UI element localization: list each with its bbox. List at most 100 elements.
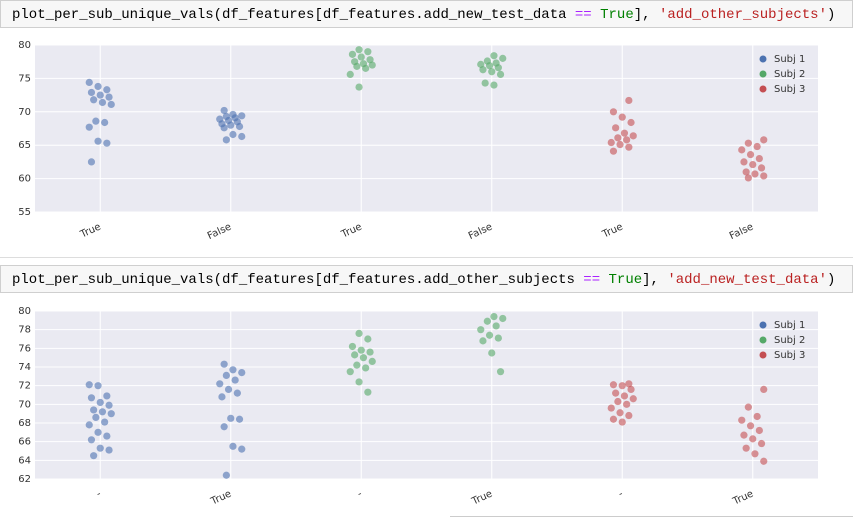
data-point bbox=[96, 444, 104, 452]
x-tick-label: - bbox=[617, 488, 625, 500]
data-point bbox=[492, 322, 500, 330]
code-token: plot_per_sub_unique_vals(df_features[df_… bbox=[12, 7, 575, 23]
data-point bbox=[85, 78, 93, 87]
data-point bbox=[238, 112, 246, 120]
data-point bbox=[490, 81, 498, 89]
y-tick-label: 62 bbox=[18, 474, 31, 485]
data-point bbox=[87, 394, 96, 402]
code-token: 'add_other_subjects' bbox=[659, 7, 827, 23]
data-point bbox=[620, 392, 629, 400]
data-point bbox=[357, 346, 365, 354]
data-point bbox=[629, 132, 637, 140]
plot-area bbox=[35, 311, 818, 479]
legend-marker bbox=[759, 85, 767, 93]
code-cell[interactable] bbox=[0, 265, 853, 293]
x-tick-label: True bbox=[339, 221, 364, 240]
data-point bbox=[107, 100, 115, 109]
data-point bbox=[87, 436, 96, 444]
data-point bbox=[353, 62, 361, 70]
data-point bbox=[753, 142, 761, 151]
data-point bbox=[220, 423, 228, 431]
data-point bbox=[103, 392, 111, 400]
data-point bbox=[101, 418, 109, 426]
data-point bbox=[229, 366, 237, 374]
legend-label: Subj 3 bbox=[774, 84, 805, 95]
data-point bbox=[364, 335, 372, 343]
data-point bbox=[760, 172, 768, 180]
data-point bbox=[87, 158, 96, 166]
data-point bbox=[755, 426, 763, 435]
data-point bbox=[92, 413, 100, 421]
data-point bbox=[740, 158, 748, 166]
x-tick-label: - bbox=[95, 488, 103, 500]
data-point bbox=[494, 64, 502, 72]
data-point bbox=[746, 422, 755, 430]
data-point bbox=[85, 381, 93, 389]
data-point bbox=[238, 369, 246, 377]
code-token: True bbox=[592, 7, 634, 23]
code-token: == bbox=[583, 272, 600, 288]
data-point bbox=[220, 360, 228, 368]
data-point bbox=[479, 66, 487, 74]
x-tick-label: - bbox=[356, 488, 364, 500]
y-tick-label: 72 bbox=[18, 381, 31, 392]
data-point bbox=[85, 123, 93, 131]
y-tick-label: 64 bbox=[18, 455, 31, 466]
legend-marker bbox=[759, 321, 767, 329]
code-cell[interactable] bbox=[0, 0, 853, 28]
data-point bbox=[749, 435, 757, 443]
data-point bbox=[488, 349, 496, 357]
data-point bbox=[353, 361, 361, 369]
data-point bbox=[359, 354, 368, 362]
data-point bbox=[625, 96, 633, 105]
data-point bbox=[749, 160, 757, 169]
data-point bbox=[103, 139, 111, 147]
y-tick-label: 55 bbox=[18, 207, 31, 218]
data-point bbox=[107, 410, 115, 418]
data-point bbox=[744, 403, 752, 411]
data-point bbox=[620, 129, 629, 137]
code-token: ], bbox=[634, 7, 659, 23]
code-token: ) bbox=[827, 272, 835, 288]
data-point bbox=[609, 381, 618, 389]
data-point bbox=[231, 376, 239, 384]
data-point bbox=[346, 70, 354, 78]
x-tick-label: False bbox=[467, 221, 494, 242]
data-point bbox=[618, 418, 626, 426]
y-tick-label: 65 bbox=[18, 140, 31, 151]
data-point bbox=[105, 446, 113, 454]
y-tick-label: 70 bbox=[18, 399, 31, 410]
legend-label: Subj 2 bbox=[774, 69, 805, 80]
data-point bbox=[742, 444, 750, 452]
y-tick-label: 68 bbox=[18, 418, 31, 429]
data-point bbox=[483, 317, 491, 325]
data-point bbox=[94, 428, 102, 436]
data-point bbox=[614, 397, 622, 406]
data-point bbox=[235, 415, 244, 423]
legend-label: Subj 3 bbox=[774, 350, 805, 361]
data-point bbox=[627, 118, 635, 127]
data-point bbox=[222, 471, 230, 479]
code-token: ) bbox=[827, 7, 835, 23]
x-tick-label: False bbox=[728, 221, 755, 242]
data-point bbox=[627, 385, 635, 393]
legend-marker bbox=[759, 70, 767, 78]
y-tick-label: 74 bbox=[18, 362, 31, 373]
code-token: ], bbox=[642, 272, 667, 288]
data-point bbox=[751, 450, 759, 458]
data-point bbox=[496, 70, 505, 78]
data-point bbox=[229, 130, 237, 139]
y-tick-label: 66 bbox=[18, 437, 31, 448]
data-point bbox=[222, 371, 230, 379]
data-point bbox=[355, 83, 363, 91]
data-point bbox=[490, 52, 498, 60]
data-point bbox=[744, 139, 752, 147]
data-point bbox=[216, 380, 224, 388]
data-point bbox=[757, 439, 766, 448]
data-point bbox=[738, 146, 746, 154]
data-point bbox=[85, 421, 93, 429]
data-point bbox=[351, 351, 359, 359]
data-point bbox=[499, 314, 507, 323]
data-point bbox=[629, 395, 637, 403]
